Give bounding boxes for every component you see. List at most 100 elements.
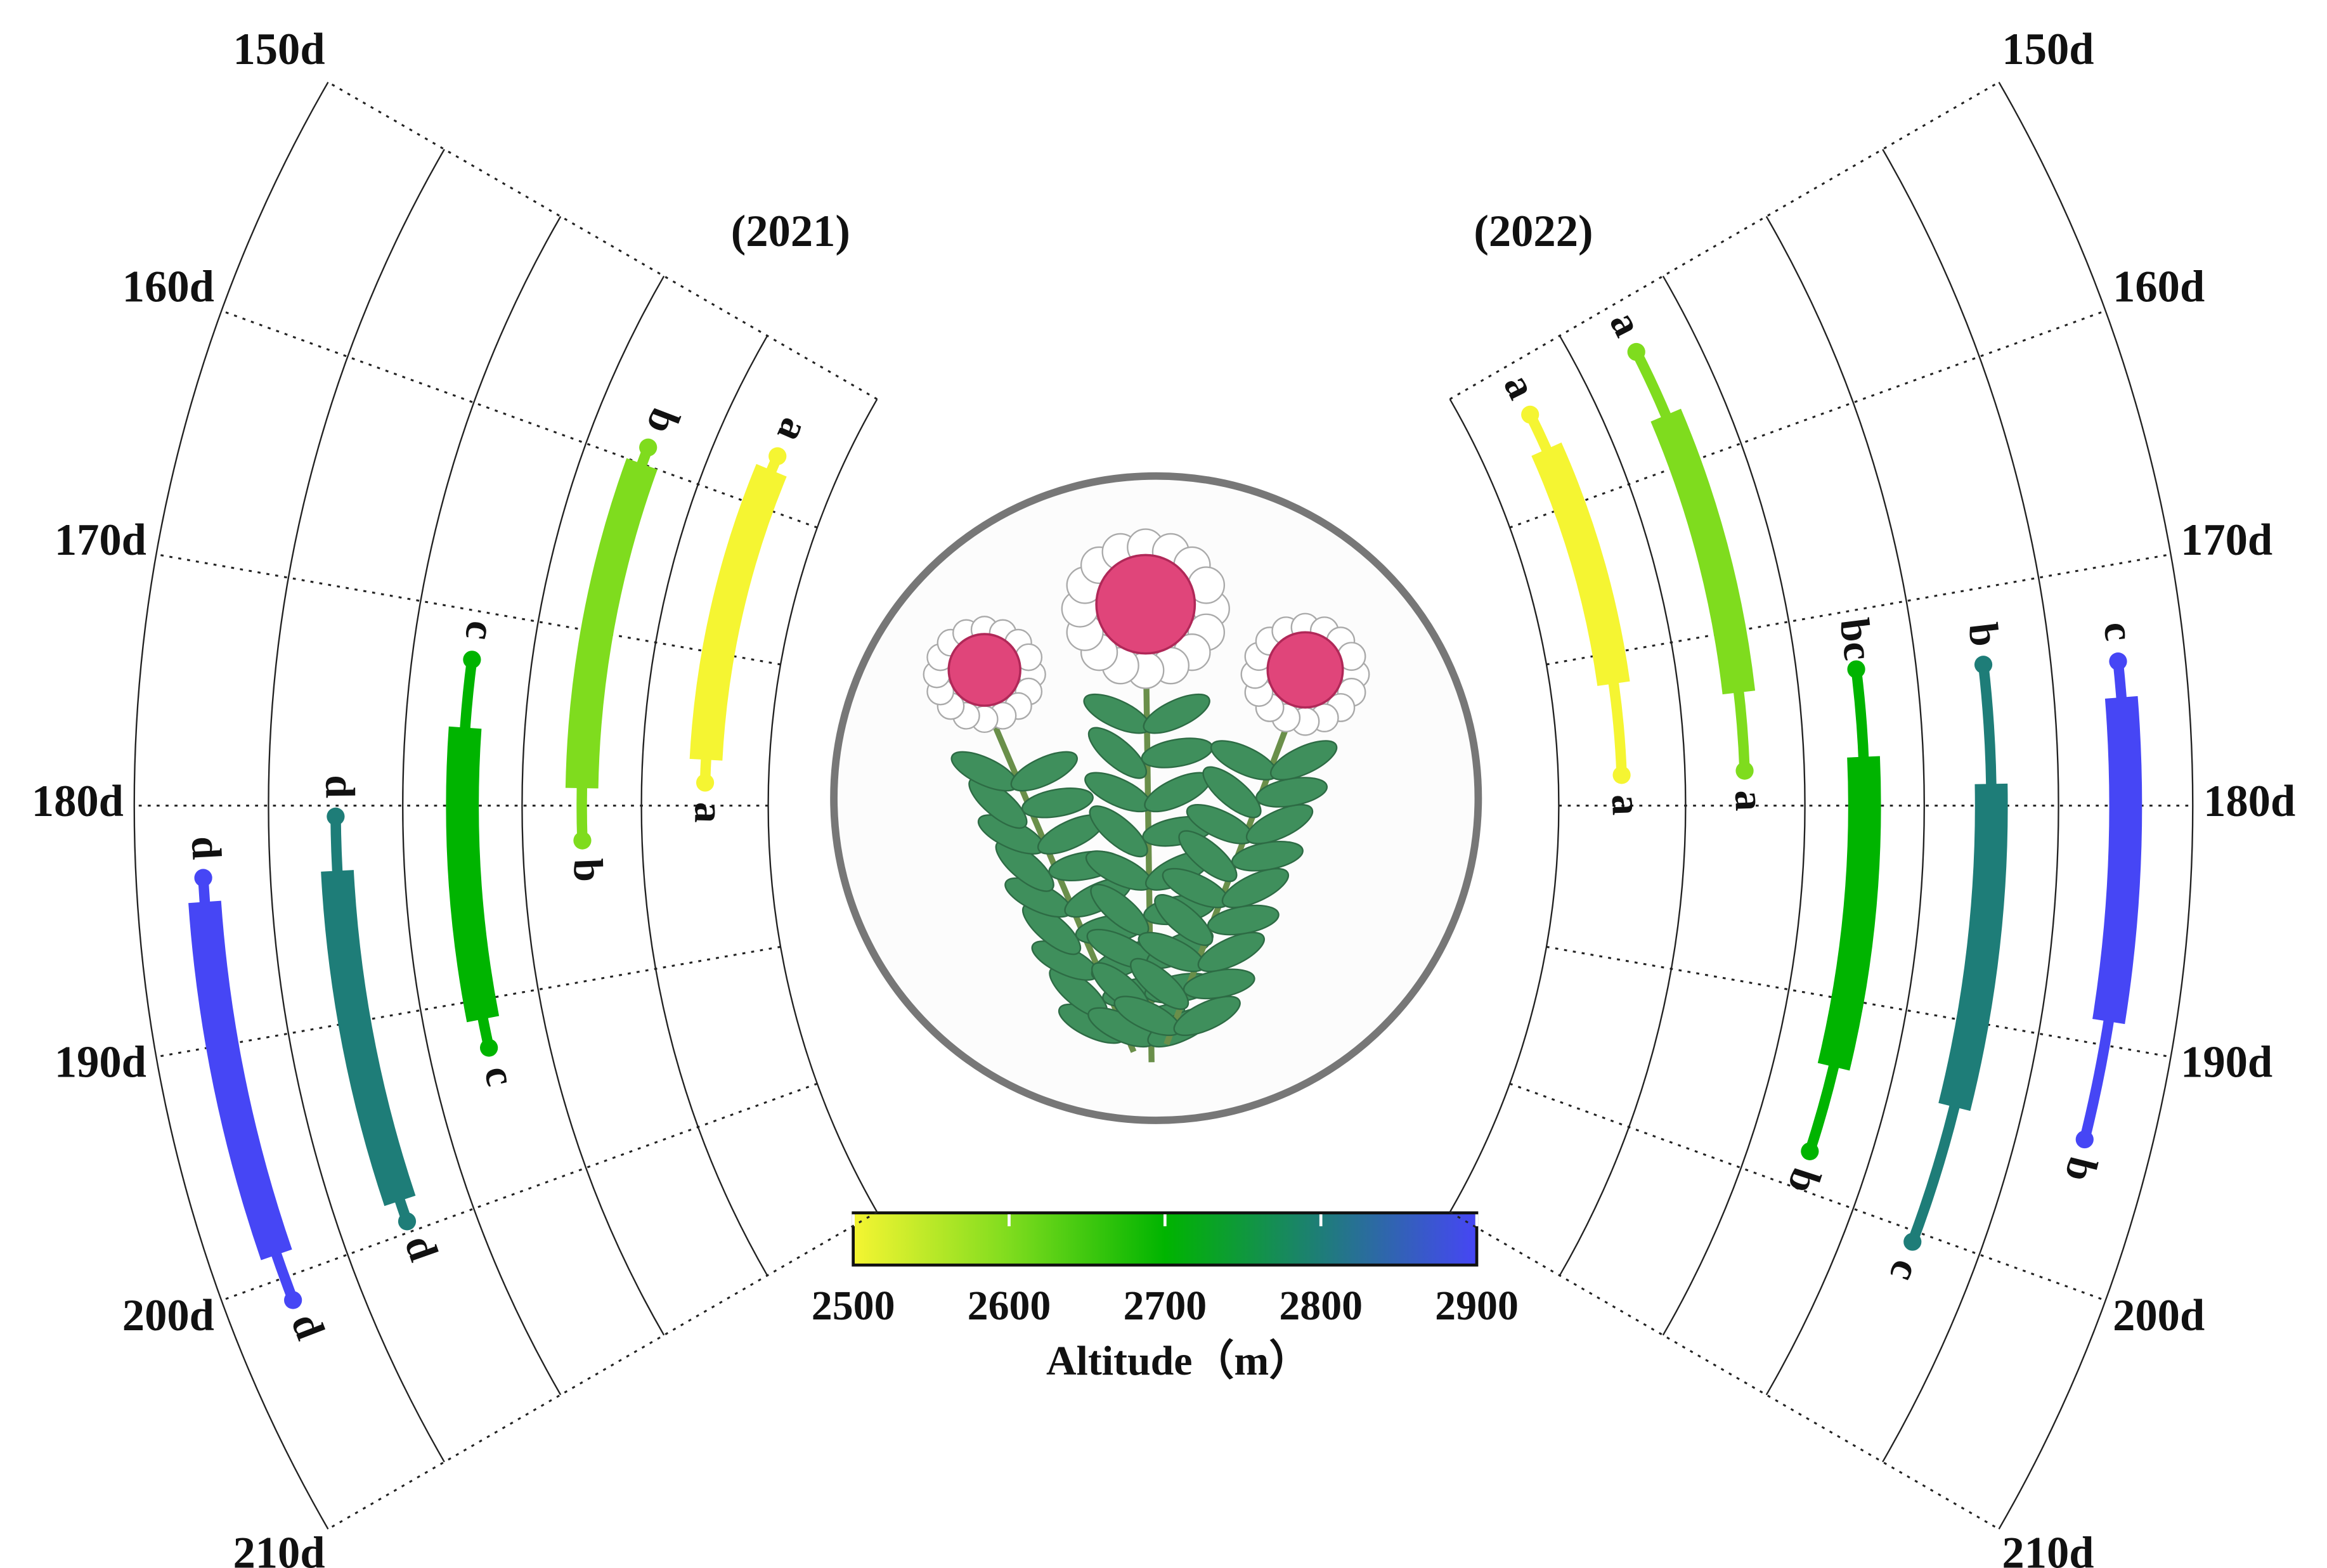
tick-label: 160d <box>122 262 214 312</box>
grid-arc <box>521 275 665 1336</box>
range-end <box>768 447 787 465</box>
grid-line <box>1546 553 2171 666</box>
leaf <box>1202 766 1262 819</box>
leaf <box>1245 804 1314 845</box>
range-box <box>689 463 787 761</box>
significance-letter: a <box>685 801 732 824</box>
significance-letter: b <box>1779 1163 1830 1199</box>
significance-letter: b <box>2056 1153 2106 1186</box>
grid-line <box>327 1211 878 1530</box>
range-end <box>1801 1142 1819 1160</box>
range-end <box>696 774 715 792</box>
range-box <box>2092 696 2142 1025</box>
range-end <box>1903 1233 1922 1251</box>
significance-letter: c <box>1881 1254 1931 1288</box>
grid-arc <box>1882 148 2059 1463</box>
significance-letter: bc <box>1831 616 1881 663</box>
grid-arc <box>1662 275 1806 1336</box>
tick-label: 170d <box>2181 515 2272 565</box>
range-end <box>573 831 592 850</box>
flower-head <box>1095 554 1196 655</box>
range-box <box>321 870 416 1207</box>
range-end <box>1847 660 1865 678</box>
range-box <box>565 458 658 789</box>
tick-label: 180d <box>2203 777 2295 826</box>
flower-head <box>947 633 1021 707</box>
grid-line <box>1509 1082 2106 1302</box>
leaf <box>1143 693 1210 734</box>
grid-arc <box>268 148 445 1463</box>
grid-line <box>1509 309 2106 529</box>
range-end <box>639 438 658 457</box>
significance-letter: d <box>183 835 230 860</box>
range-end <box>194 869 212 887</box>
significance-letter: c <box>456 618 504 643</box>
tick-label: 150d <box>233 25 325 74</box>
leaf <box>1130 957 1189 1010</box>
range-box <box>1531 442 1630 686</box>
grid-arc <box>767 398 878 1213</box>
tick-label: 160d <box>2113 262 2205 312</box>
significance-letter: a <box>768 412 819 450</box>
colorbar-label: Altitude（m） <box>1046 1338 1311 1384</box>
grid-arc <box>1449 398 1560 1213</box>
grid-line <box>221 309 818 529</box>
significance-letter: c <box>2095 619 2143 643</box>
leaf <box>1087 727 1147 779</box>
grid-arc <box>1765 216 1925 1396</box>
flower-head <box>1266 631 1344 709</box>
tick-label: 190d <box>2181 1038 2272 1087</box>
grid-line <box>156 553 781 666</box>
range-end <box>1627 342 1645 361</box>
range-end <box>480 1039 498 1057</box>
range-box <box>1938 783 2008 1111</box>
significance-letter: b <box>564 858 611 883</box>
significance-letter: a <box>1726 789 1773 812</box>
colorbar-tick-label: 2700 <box>1123 1283 1207 1329</box>
significance-letter: a <box>1600 304 1651 343</box>
leaf <box>1221 867 1290 909</box>
grid-line <box>1449 81 2000 400</box>
colorbar-tick-label: 2600 <box>968 1283 1051 1329</box>
range-box <box>1817 756 1881 1071</box>
chart-title: (2021) <box>731 207 850 256</box>
grid-arc <box>402 216 562 1396</box>
range-end <box>284 1291 302 1309</box>
leaf <box>1178 830 1238 883</box>
significance-letter: d <box>316 775 363 798</box>
tick-label: 170d <box>55 515 146 565</box>
range-end <box>1521 405 1539 424</box>
range-end <box>1735 761 1754 780</box>
leaf <box>1089 805 1148 858</box>
leaf <box>1197 931 1265 973</box>
leaf <box>1021 787 1094 819</box>
significance-letter: a <box>1494 366 1545 406</box>
range-box <box>1650 408 1756 695</box>
significance-letter: b <box>1959 620 2008 649</box>
grid-arc <box>133 82 329 1530</box>
chart-title: (2022) <box>1474 207 1593 256</box>
range-end <box>2109 652 2127 671</box>
tick-label: 200d <box>122 1291 214 1340</box>
range-end <box>2075 1130 2094 1149</box>
tick-label: 210d <box>233 1528 325 1568</box>
range-end <box>1612 766 1631 784</box>
leaf <box>1270 740 1338 781</box>
grid-line <box>1546 945 2171 1058</box>
tick-label: 190d <box>55 1038 146 1087</box>
range-box <box>188 900 292 1260</box>
significance-letter: a <box>1603 793 1650 815</box>
range-end <box>327 807 345 826</box>
range-box <box>446 726 500 1023</box>
range-end <box>463 651 481 669</box>
tick-label: 150d <box>2002 25 2094 74</box>
leaf <box>1154 894 1214 946</box>
grid-line <box>1449 1211 2000 1530</box>
tick-label: 210d <box>2002 1528 2094 1568</box>
tick-label: 200d <box>2113 1291 2205 1340</box>
colorbar-tick-label: 2500 <box>812 1283 895 1329</box>
grid-line <box>156 945 781 1058</box>
range-end <box>398 1212 417 1231</box>
